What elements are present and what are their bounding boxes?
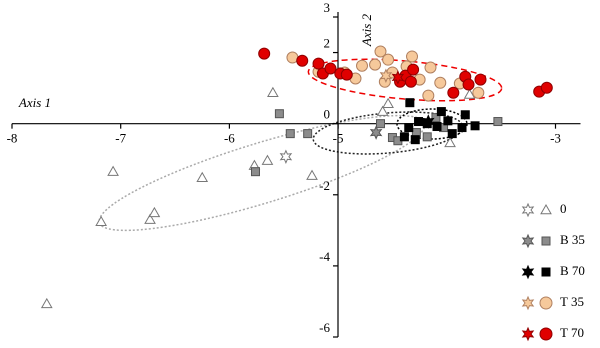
point bbox=[399, 132, 409, 142]
point bbox=[443, 116, 453, 126]
x-tick-label: -3 bbox=[550, 131, 561, 146]
legend-star bbox=[521, 233, 535, 249]
centroid bbox=[422, 114, 435, 129]
point bbox=[541, 236, 551, 246]
point bbox=[306, 169, 318, 180]
point bbox=[472, 86, 485, 99]
legend-label: T 35 bbox=[560, 294, 584, 309]
point bbox=[356, 59, 369, 72]
y-tick-label: -2 bbox=[319, 178, 330, 193]
x-tick-label: -8 bbox=[7, 131, 18, 146]
point bbox=[95, 215, 107, 227]
point bbox=[406, 50, 419, 63]
point bbox=[424, 61, 437, 74]
point bbox=[444, 136, 456, 148]
point bbox=[422, 89, 435, 102]
y-tick-label: -6 bbox=[319, 320, 330, 335]
point bbox=[436, 107, 446, 117]
point bbox=[540, 203, 552, 215]
point bbox=[40, 297, 53, 309]
point bbox=[447, 129, 457, 139]
point bbox=[274, 109, 284, 119]
point bbox=[463, 88, 476, 99]
point bbox=[312, 57, 325, 70]
x-tick-label: -6 bbox=[224, 131, 235, 146]
point bbox=[474, 73, 487, 86]
legend-star bbox=[521, 202, 535, 218]
legend-star bbox=[521, 326, 535, 342]
point bbox=[107, 165, 119, 176]
point bbox=[148, 206, 161, 218]
legend-star bbox=[521, 264, 535, 280]
legend-label: T 70 bbox=[560, 325, 584, 340]
centroid bbox=[391, 70, 405, 85]
point bbox=[404, 75, 417, 88]
point bbox=[324, 62, 337, 75]
point bbox=[447, 86, 460, 99]
point bbox=[296, 54, 309, 67]
point bbox=[539, 327, 553, 341]
legend-label: 0 bbox=[560, 201, 567, 216]
point bbox=[196, 171, 209, 182]
point bbox=[493, 117, 503, 127]
point bbox=[258, 47, 271, 60]
y-tick-label: -4 bbox=[319, 249, 330, 264]
point bbox=[432, 122, 442, 132]
point bbox=[541, 267, 551, 277]
point bbox=[369, 58, 382, 71]
ellipse-0 bbox=[98, 114, 426, 232]
point bbox=[414, 117, 424, 127]
y-tick-label: 0 bbox=[324, 107, 331, 122]
centroid bbox=[279, 149, 293, 164]
point bbox=[340, 68, 353, 81]
point bbox=[382, 97, 394, 109]
point bbox=[407, 63, 420, 76]
point bbox=[144, 213, 156, 224]
point bbox=[261, 154, 274, 165]
y-axis-label: Axis 2 bbox=[359, 13, 374, 47]
point bbox=[410, 135, 420, 145]
legend-star bbox=[521, 295, 535, 311]
point bbox=[460, 110, 470, 120]
point bbox=[285, 129, 295, 139]
point bbox=[375, 119, 385, 129]
point bbox=[431, 113, 441, 123]
point bbox=[457, 123, 467, 133]
point bbox=[470, 121, 480, 131]
point bbox=[539, 296, 553, 310]
point bbox=[405, 98, 415, 108]
point bbox=[250, 167, 260, 177]
x-tick-label: -7 bbox=[115, 131, 126, 146]
centroid bbox=[369, 125, 383, 140]
point bbox=[267, 86, 279, 97]
point bbox=[462, 78, 475, 91]
legend-label: B 35 bbox=[560, 232, 585, 247]
point bbox=[422, 132, 432, 142]
point bbox=[376, 105, 389, 116]
x-axis-label: Axis 1 bbox=[18, 95, 51, 110]
point bbox=[404, 123, 414, 133]
point bbox=[382, 53, 395, 66]
point bbox=[374, 45, 387, 58]
point bbox=[540, 81, 553, 94]
x-tick-label: -5 bbox=[333, 131, 344, 146]
legend-label: B 70 bbox=[560, 263, 585, 278]
point bbox=[434, 76, 447, 89]
centroid bbox=[379, 68, 393, 83]
point bbox=[303, 129, 313, 139]
y-tick-label: 3 bbox=[324, 0, 331, 15]
y-tick-label: 2 bbox=[324, 36, 331, 51]
